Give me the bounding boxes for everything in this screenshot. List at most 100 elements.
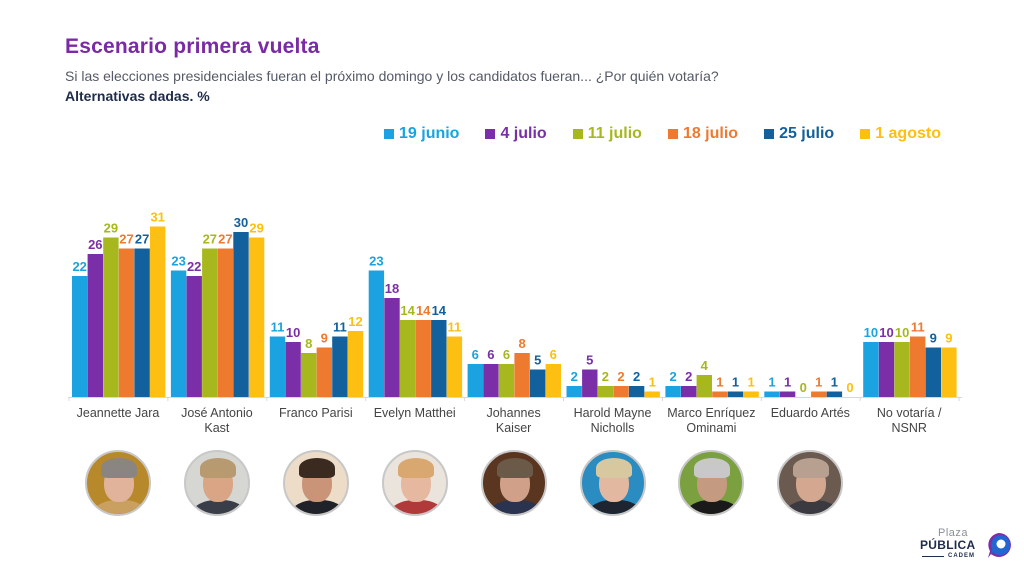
data-label: 2 [617, 369, 624, 384]
bar [779, 391, 796, 397]
category-label: Jeannette Jara [69, 406, 167, 421]
legend-item: 19 junio [384, 125, 459, 143]
category-label: Marco Enríquez Ominami [662, 406, 760, 436]
legend-item: 4 julio [485, 125, 547, 143]
bar [467, 364, 483, 397]
bar [431, 320, 447, 397]
bar [301, 353, 317, 397]
legend-item: 18 julio [667, 125, 739, 143]
data-label: 4 [701, 358, 709, 373]
bar [134, 248, 150, 397]
category-label-line: Nicholls [590, 421, 635, 435]
data-label: 31 [150, 210, 164, 225]
bar [498, 364, 515, 397]
legend-label: 19 junio [399, 125, 460, 142]
bar [269, 336, 286, 397]
bar [170, 270, 187, 397]
category-label: Evelyn Matthei [366, 406, 464, 421]
legend-swatch [485, 129, 496, 139]
bar [613, 386, 629, 397]
data-label: 10 [879, 325, 893, 340]
legend-item: 11 julio [572, 125, 642, 143]
bar [681, 386, 697, 397]
photo-hair-shape [199, 458, 236, 478]
data-label: 1 [747, 375, 754, 390]
data-label: 22 [187, 259, 201, 274]
data-label: 8 [305, 336, 312, 351]
bar [72, 276, 88, 397]
data-label: 11 [448, 320, 462, 335]
photo-body-shape [93, 500, 147, 514]
bar [696, 375, 712, 397]
candidate-photo [282, 450, 349, 516]
photo-body-shape [290, 500, 345, 514]
chart-units-note: Alternativas dadas. % [65, 88, 210, 104]
bar [878, 342, 895, 397]
bar [863, 342, 879, 397]
bar [597, 386, 614, 397]
legend-swatch [667, 129, 678, 139]
category-label-line: Kast [204, 421, 230, 435]
bar [644, 391, 660, 397]
bar-group: 2 241 1 1 [665, 358, 759, 397]
category-label-line: Evelyn Matthei [373, 406, 456, 420]
category-label-line: No votaría / [876, 406, 942, 420]
data-label: 6 [487, 347, 494, 362]
bar [925, 347, 941, 397]
category-label: José Antonio Kast [168, 406, 266, 436]
data-label: 10 [895, 325, 909, 340]
bar [811, 391, 827, 397]
bar-group: 11 108 911 12 [269, 314, 364, 397]
bar [826, 391, 843, 397]
photo-body-shape [587, 500, 642, 514]
bar [910, 336, 926, 397]
bar [566, 386, 582, 397]
data-label: 1 [732, 375, 739, 390]
bar [628, 386, 645, 397]
category-label-line: Harold Mayne [573, 406, 652, 420]
bar [894, 342, 910, 397]
chart-title: Escenario primera vuelta [65, 35, 320, 58]
legend-label: 18 julio [682, 125, 739, 142]
data-label: 2 [571, 369, 578, 384]
data-label: 8 [518, 336, 525, 351]
candidate-photo [777, 450, 844, 516]
data-label: 29 [104, 221, 118, 236]
bar [530, 369, 546, 397]
data-label: 11 [911, 320, 925, 335]
photo-hair-shape [694, 458, 731, 478]
category-label: Franco Parisi [267, 406, 365, 421]
data-label: 1 [784, 375, 791, 390]
candidate-photo [381, 450, 448, 516]
data-label: 23 [369, 254, 383, 269]
bar [446, 336, 463, 397]
bar [764, 391, 780, 397]
photo-body-shape [488, 500, 543, 514]
category-label: Johannes Kaiser [465, 406, 563, 436]
chart-legend: 19 junio 4 julio 11 julio 18 julio 25 julio 1… [384, 125, 967, 143]
bar [103, 237, 119, 397]
photo-body-shape [389, 500, 444, 514]
photo-hair-shape [595, 458, 632, 478]
photo-hair-shape [793, 458, 830, 478]
data-label: 6 [550, 347, 557, 362]
photo-body-shape [785, 500, 840, 514]
candidate-photo [183, 450, 250, 516]
candidate-photo [480, 450, 547, 516]
category-label-line: Franco Parisi [278, 406, 353, 420]
legend-swatch [764, 129, 775, 139]
category-label: Eduardo Artés [761, 406, 859, 421]
bar [332, 336, 348, 397]
bar [186, 276, 202, 397]
data-label: 2 [602, 369, 609, 384]
photo-body-shape [191, 500, 246, 514]
photo-hair-shape [496, 458, 533, 478]
logo-text-cadem: CADEM [948, 553, 975, 559]
bar [514, 353, 530, 397]
bar [285, 342, 301, 397]
category-label-line: Marco Enríquez [667, 406, 756, 420]
photo-hair-shape [298, 458, 335, 478]
bar [483, 364, 499, 397]
